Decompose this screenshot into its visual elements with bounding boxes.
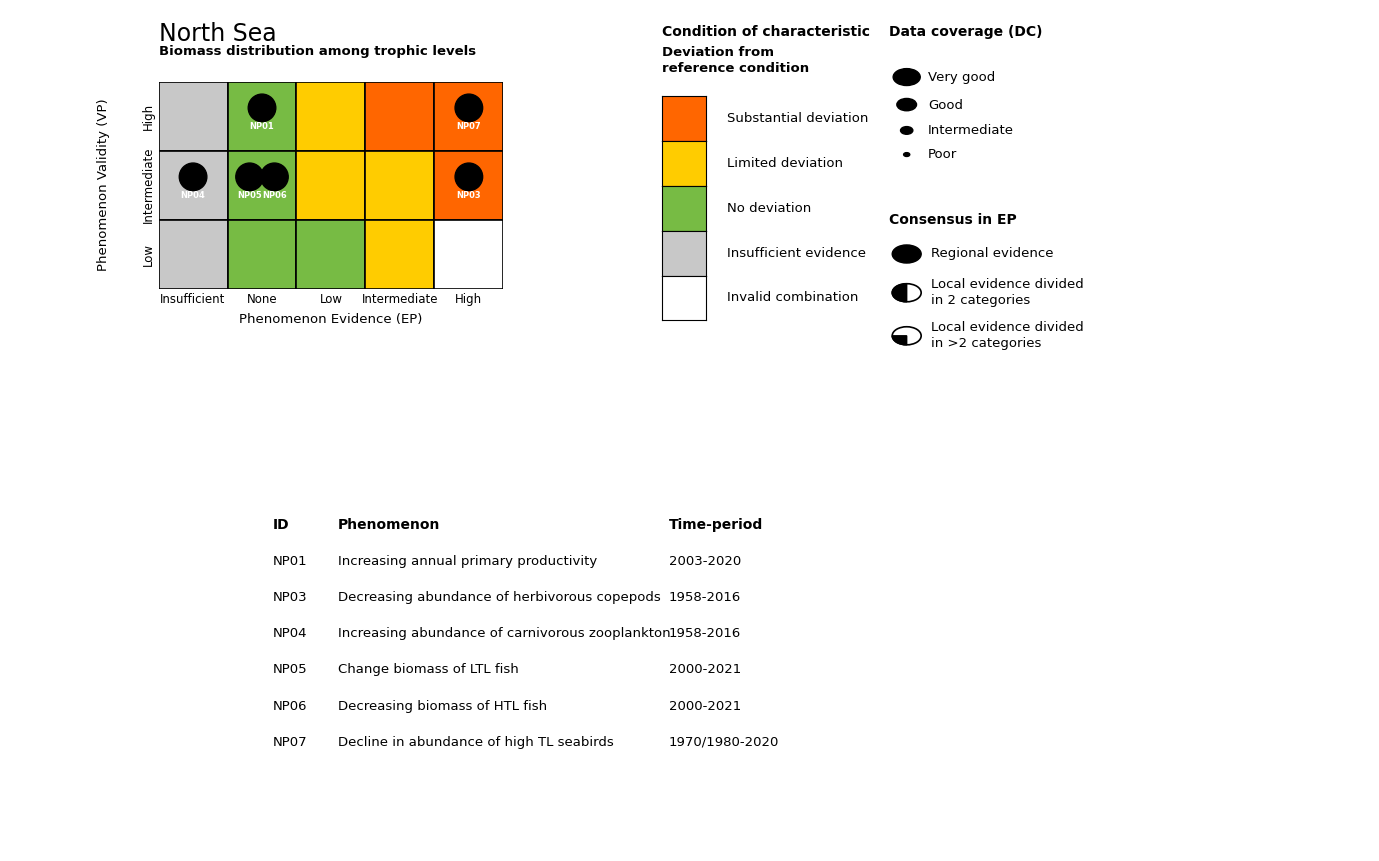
- Circle shape: [900, 127, 913, 134]
- Text: North Sea: North Sea: [159, 22, 276, 46]
- Circle shape: [261, 163, 288, 190]
- Text: NP07: NP07: [273, 735, 308, 749]
- Text: Consensus in EP: Consensus in EP: [889, 213, 1018, 226]
- Circle shape: [896, 98, 917, 111]
- Wedge shape: [892, 283, 907, 301]
- Text: NP05: NP05: [237, 191, 262, 200]
- Text: Invalid combination: Invalid combination: [727, 291, 858, 305]
- Text: Local evidence divided
in >2 categories: Local evidence divided in >2 categories: [931, 321, 1084, 350]
- Text: Change biomass of LTL fish: Change biomass of LTL fish: [338, 663, 519, 677]
- Bar: [434, 82, 503, 151]
- Bar: [296, 151, 365, 220]
- Bar: [296, 220, 365, 288]
- Text: Limited deviation: Limited deviation: [727, 157, 843, 170]
- Circle shape: [179, 163, 207, 190]
- Text: Decline in abundance of high TL seabirds: Decline in abundance of high TL seabirds: [338, 735, 614, 749]
- Text: 2003-2020: 2003-2020: [669, 554, 741, 568]
- Text: No deviation: No deviation: [727, 201, 811, 215]
- Text: Phenomenon Validity (VP): Phenomenon Validity (VP): [97, 99, 110, 271]
- Bar: [365, 151, 434, 220]
- Text: NP06: NP06: [273, 699, 308, 713]
- Text: Intermediate: Intermediate: [928, 124, 1014, 138]
- Text: 1970/1980-2020: 1970/1980-2020: [669, 735, 779, 749]
- Circle shape: [892, 245, 921, 263]
- Bar: [228, 151, 296, 220]
- Bar: [228, 82, 296, 151]
- Circle shape: [248, 94, 276, 121]
- Circle shape: [455, 94, 483, 121]
- Text: NP07: NP07: [456, 122, 481, 131]
- Text: NP03: NP03: [456, 191, 481, 200]
- Text: NP05: NP05: [273, 663, 308, 677]
- Text: Phenomenon: Phenomenon: [338, 518, 440, 532]
- Text: NP03: NP03: [273, 591, 308, 604]
- Bar: [159, 220, 228, 288]
- Text: NP04: NP04: [273, 627, 308, 641]
- Text: Biomass distribution among trophic levels: Biomass distribution among trophic level…: [159, 45, 476, 59]
- Text: NP01: NP01: [273, 554, 308, 568]
- Bar: [365, 82, 434, 151]
- Text: Regional evidence: Regional evidence: [931, 247, 1054, 261]
- Text: Substantial deviation: Substantial deviation: [727, 112, 869, 126]
- Text: Increasing abundance of carnivorous zooplankton: Increasing abundance of carnivorous zoop…: [338, 627, 670, 641]
- Text: Time-period: Time-period: [669, 518, 763, 532]
- Text: 2000-2021: 2000-2021: [669, 663, 741, 677]
- Text: Increasing annual primary productivity: Increasing annual primary productivity: [338, 554, 597, 568]
- Text: Good: Good: [928, 98, 963, 112]
- Text: ID: ID: [273, 518, 290, 532]
- Bar: [159, 82, 228, 151]
- Text: Insufficient evidence: Insufficient evidence: [727, 246, 866, 260]
- Wedge shape: [892, 336, 907, 345]
- Text: NP06: NP06: [262, 191, 287, 200]
- Bar: [296, 82, 365, 151]
- Text: NP04: NP04: [181, 191, 205, 200]
- Text: Decreasing biomass of HTL fish: Decreasing biomass of HTL fish: [338, 699, 547, 713]
- Text: Data coverage (DC): Data coverage (DC): [889, 25, 1043, 39]
- Text: 2000-2021: 2000-2021: [669, 699, 741, 713]
- Circle shape: [903, 152, 910, 157]
- Text: Local evidence divided
in 2 categories: Local evidence divided in 2 categories: [931, 278, 1084, 307]
- Bar: [228, 220, 296, 288]
- Bar: [434, 151, 503, 220]
- X-axis label: Phenomenon Evidence (EP): Phenomenon Evidence (EP): [240, 313, 422, 325]
- Text: Very good: Very good: [928, 71, 996, 84]
- Text: Decreasing abundance of herbivorous copepods: Decreasing abundance of herbivorous cope…: [338, 591, 661, 604]
- Text: NP01: NP01: [250, 122, 274, 131]
- Circle shape: [894, 69, 920, 85]
- Text: Poor: Poor: [928, 148, 957, 162]
- Circle shape: [236, 163, 263, 190]
- Text: 1958-2016: 1958-2016: [669, 591, 741, 604]
- Text: Deviation from
reference condition: Deviation from reference condition: [662, 46, 809, 75]
- Text: Condition of characteristic: Condition of characteristic: [662, 25, 870, 39]
- Bar: [159, 151, 228, 220]
- Bar: [434, 220, 503, 288]
- Circle shape: [455, 163, 483, 190]
- Bar: [365, 220, 434, 288]
- Text: 1958-2016: 1958-2016: [669, 627, 741, 641]
